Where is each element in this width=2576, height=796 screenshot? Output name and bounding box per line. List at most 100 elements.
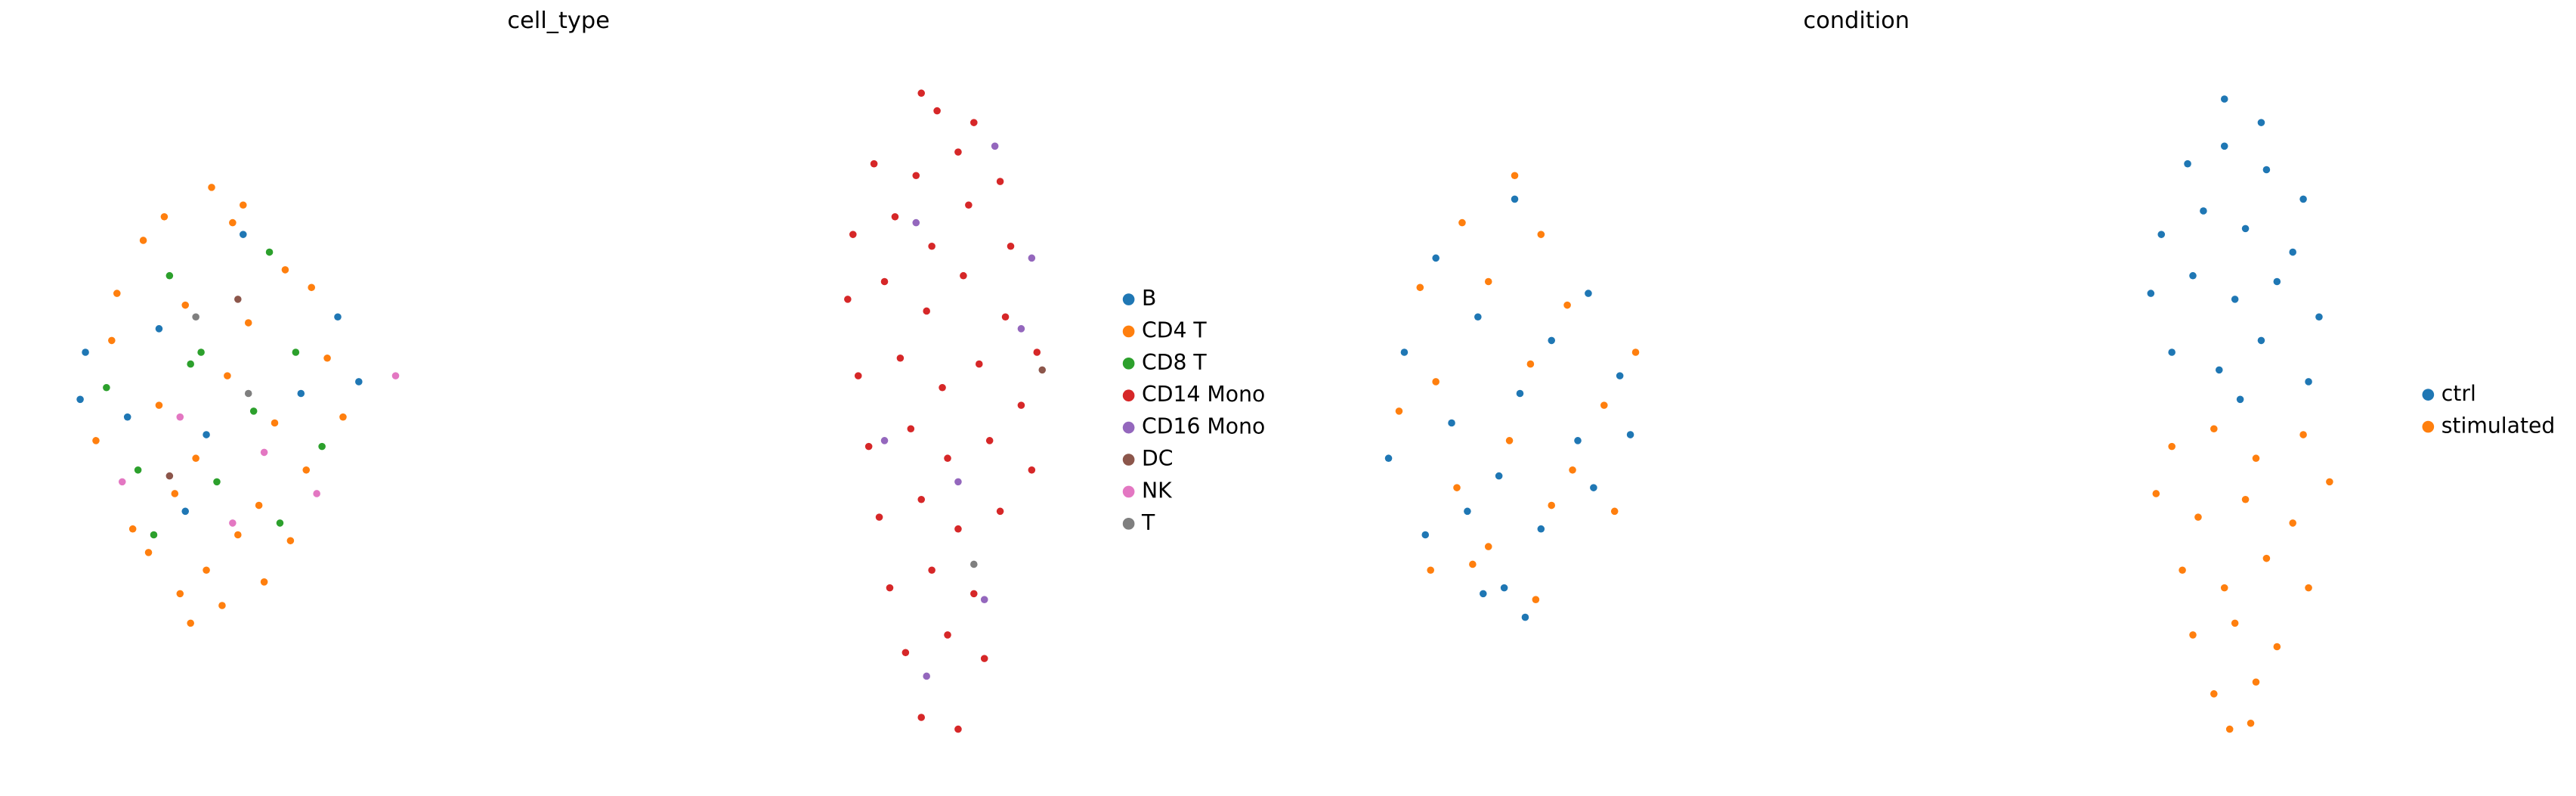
point — [2220, 95, 2228, 103]
legend-swatch — [1122, 454, 1135, 466]
point — [1505, 437, 1514, 444]
point — [1569, 466, 1576, 474]
point — [355, 378, 363, 386]
point — [150, 531, 158, 539]
point — [1448, 419, 1455, 427]
legend-label: CD14 Mono — [1142, 382, 1265, 407]
point — [1395, 407, 1403, 415]
legend-label: DC — [1142, 446, 1173, 471]
point — [2168, 348, 2176, 356]
point — [2194, 513, 2202, 521]
point — [985, 437, 994, 444]
point — [917, 89, 926, 97]
point — [901, 649, 910, 657]
point — [2299, 195, 2307, 203]
point — [2189, 631, 2197, 639]
point — [996, 178, 1004, 185]
point — [954, 478, 962, 486]
point — [1001, 313, 1010, 321]
legend-label: stimulated — [2441, 413, 2556, 438]
point — [2241, 225, 2250, 233]
point — [2184, 160, 2191, 168]
point — [244, 389, 252, 398]
point — [1532, 596, 1540, 603]
point — [192, 454, 199, 463]
point — [954, 525, 962, 533]
point — [1464, 507, 1471, 516]
legend-swatch — [1122, 325, 1135, 338]
point — [2252, 678, 2260, 686]
point — [965, 201, 973, 209]
point — [1017, 401, 1025, 409]
legend-label: CD16 Mono — [1142, 414, 1265, 439]
point — [1033, 348, 1041, 356]
point — [113, 290, 121, 297]
point — [2257, 119, 2265, 126]
point — [1458, 218, 1466, 227]
point — [991, 142, 999, 150]
point — [218, 602, 226, 609]
point — [1384, 454, 1393, 463]
point — [229, 218, 237, 227]
point — [944, 631, 951, 639]
point — [1548, 501, 1556, 510]
point — [334, 313, 342, 321]
point — [923, 307, 930, 315]
point — [255, 501, 263, 510]
point — [187, 619, 194, 627]
point — [224, 372, 231, 379]
point — [281, 266, 289, 274]
point — [975, 360, 983, 368]
point — [1416, 283, 1424, 292]
point — [912, 218, 920, 227]
legend-swatch — [1122, 358, 1135, 370]
point — [970, 119, 978, 126]
point — [880, 277, 889, 286]
point — [234, 531, 242, 539]
point — [155, 325, 163, 333]
point — [896, 354, 905, 362]
point — [2210, 425, 2218, 433]
point — [875, 513, 883, 521]
point — [1521, 613, 1529, 621]
point — [1480, 590, 1487, 598]
point — [2220, 142, 2228, 150]
legend-swatch — [1122, 421, 1135, 434]
point — [1500, 584, 1508, 592]
point — [260, 448, 268, 457]
point — [1427, 566, 1434, 575]
point — [2252, 454, 2260, 463]
point — [128, 525, 137, 533]
point — [912, 172, 920, 180]
point — [980, 655, 988, 662]
point — [144, 549, 153, 556]
point — [260, 578, 268, 586]
point — [1574, 437, 1582, 444]
point — [2231, 619, 2239, 627]
legend-swatch — [1122, 485, 1135, 498]
point — [2315, 313, 2323, 321]
point — [886, 584, 894, 592]
point — [123, 413, 131, 421]
point — [197, 348, 205, 356]
point — [1038, 366, 1047, 374]
point — [1495, 472, 1503, 480]
point — [2273, 643, 2281, 651]
point — [1526, 360, 1535, 368]
point — [907, 425, 915, 433]
point — [954, 725, 962, 733]
point — [870, 160, 878, 168]
point — [318, 442, 326, 451]
point — [1007, 242, 1015, 250]
point — [1631, 348, 1640, 356]
point — [996, 507, 1004, 516]
point — [1616, 372, 1624, 379]
point — [1511, 195, 1519, 203]
point — [213, 478, 221, 486]
point — [854, 372, 862, 379]
point — [1537, 231, 1545, 238]
point — [939, 383, 946, 392]
point — [1610, 507, 1619, 516]
point — [92, 437, 100, 444]
